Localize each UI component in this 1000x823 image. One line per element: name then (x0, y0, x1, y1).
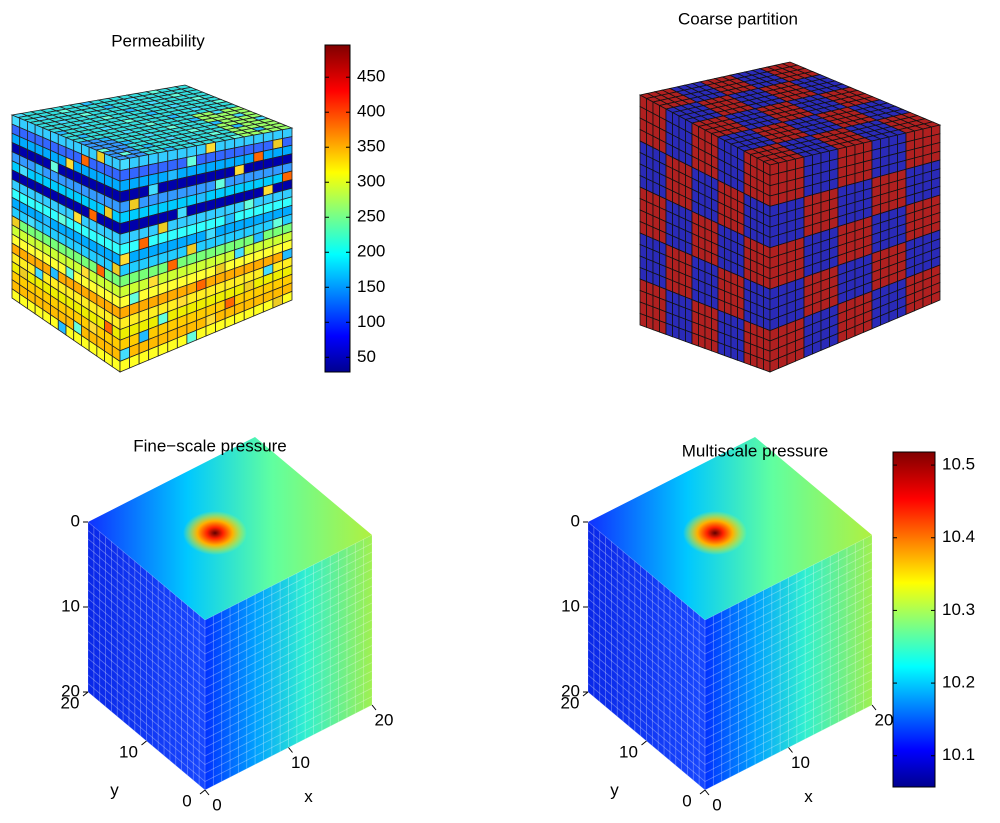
y-tick-label: 10 (619, 742, 638, 761)
tick-mark (142, 741, 147, 745)
tick-mark (642, 741, 647, 745)
cube-cell (666, 323, 673, 337)
tick-mark (289, 748, 293, 753)
cube-cell (686, 330, 693, 343)
colorbar (893, 452, 935, 787)
cube-cell (679, 328, 686, 342)
z-tick-label: 20 (561, 681, 580, 700)
tick-mark (789, 748, 793, 753)
cube-cell (725, 345, 732, 358)
y-axis-label: y (110, 780, 119, 799)
y-tick-label: 10 (119, 742, 138, 761)
z-tick-label: 10 (561, 596, 580, 615)
cube-cell (699, 335, 706, 348)
y-axis-label: y (610, 780, 619, 799)
tick-mark (872, 705, 876, 710)
colorbar-tick-label: 100 (357, 312, 385, 331)
cube-cell (673, 326, 680, 340)
cube-cell (660, 321, 667, 335)
subplot-title: Fine−scale pressure (133, 436, 287, 455)
z-tick-label: 0 (571, 511, 580, 530)
subplot-title: Multiscale pressure (682, 441, 828, 460)
cube-cell (764, 359, 771, 372)
x-tick-label: 10 (291, 753, 310, 772)
x-tick-label: 0 (712, 795, 721, 814)
x-axis-label: x (804, 787, 813, 806)
cube-cell (647, 316, 654, 330)
colorbar-tick-label: 450 (357, 67, 385, 86)
cube-cell (751, 354, 758, 367)
colorbar-tick-label: 300 (357, 172, 385, 191)
tick-mark (205, 790, 209, 795)
colorbar-tick-label: 10.1 (942, 745, 975, 764)
cube-cell (744, 352, 751, 365)
tick-mark (705, 790, 709, 795)
colorbar-tick-label: 200 (357, 242, 385, 261)
cube-cell (640, 314, 647, 328)
colorbar (325, 45, 350, 372)
colorbar-tick-label: 50 (357, 347, 376, 366)
cube-cell (757, 357, 764, 370)
cube-cell (712, 340, 719, 353)
colorbar-tick-label: 10.3 (942, 600, 975, 619)
colorbar-tick-label: 150 (357, 277, 385, 296)
z-tick-label: 20 (61, 681, 80, 700)
colorbar-tick-label: 10.2 (942, 673, 975, 692)
cube-cell (705, 338, 712, 351)
cube-cell (731, 347, 738, 360)
x-tick-label: 20 (875, 710, 894, 729)
colorbar-tick-label: 400 (357, 102, 385, 121)
x-tick-label: 20 (375, 710, 394, 729)
x-tick-label: 0 (212, 795, 221, 814)
x-tick-label: 10 (791, 753, 810, 772)
pressure-peak (183, 511, 247, 555)
colorbar-tick-label: 350 (357, 137, 385, 156)
z-tick-label: 0 (71, 511, 80, 530)
tick-mark (583, 692, 588, 696)
subplot-title: Permeability (111, 31, 205, 50)
cube-cell (653, 318, 660, 332)
colorbar-tick-label: 250 (357, 207, 385, 226)
pressure-peak (683, 511, 747, 555)
tick-mark (372, 705, 376, 710)
y-tick-label: 0 (682, 791, 691, 810)
z-tick-label: 10 (61, 596, 80, 615)
tick-mark (700, 790, 705, 794)
subplot-title: Coarse partition (678, 9, 798, 28)
colorbar-tick-label: 10.4 (942, 527, 975, 546)
colorbar-tick-label: 10.5 (942, 455, 975, 474)
cube-cell (692, 333, 699, 346)
cube-cell (718, 342, 725, 355)
x-axis-label: x (304, 787, 313, 806)
y-tick-label: 0 (182, 791, 191, 810)
tick-mark (200, 790, 205, 794)
figure: Permeability50100150200250300350400450Co… (0, 0, 1000, 818)
cube-cell (738, 350, 745, 363)
tick-mark (83, 692, 88, 696)
